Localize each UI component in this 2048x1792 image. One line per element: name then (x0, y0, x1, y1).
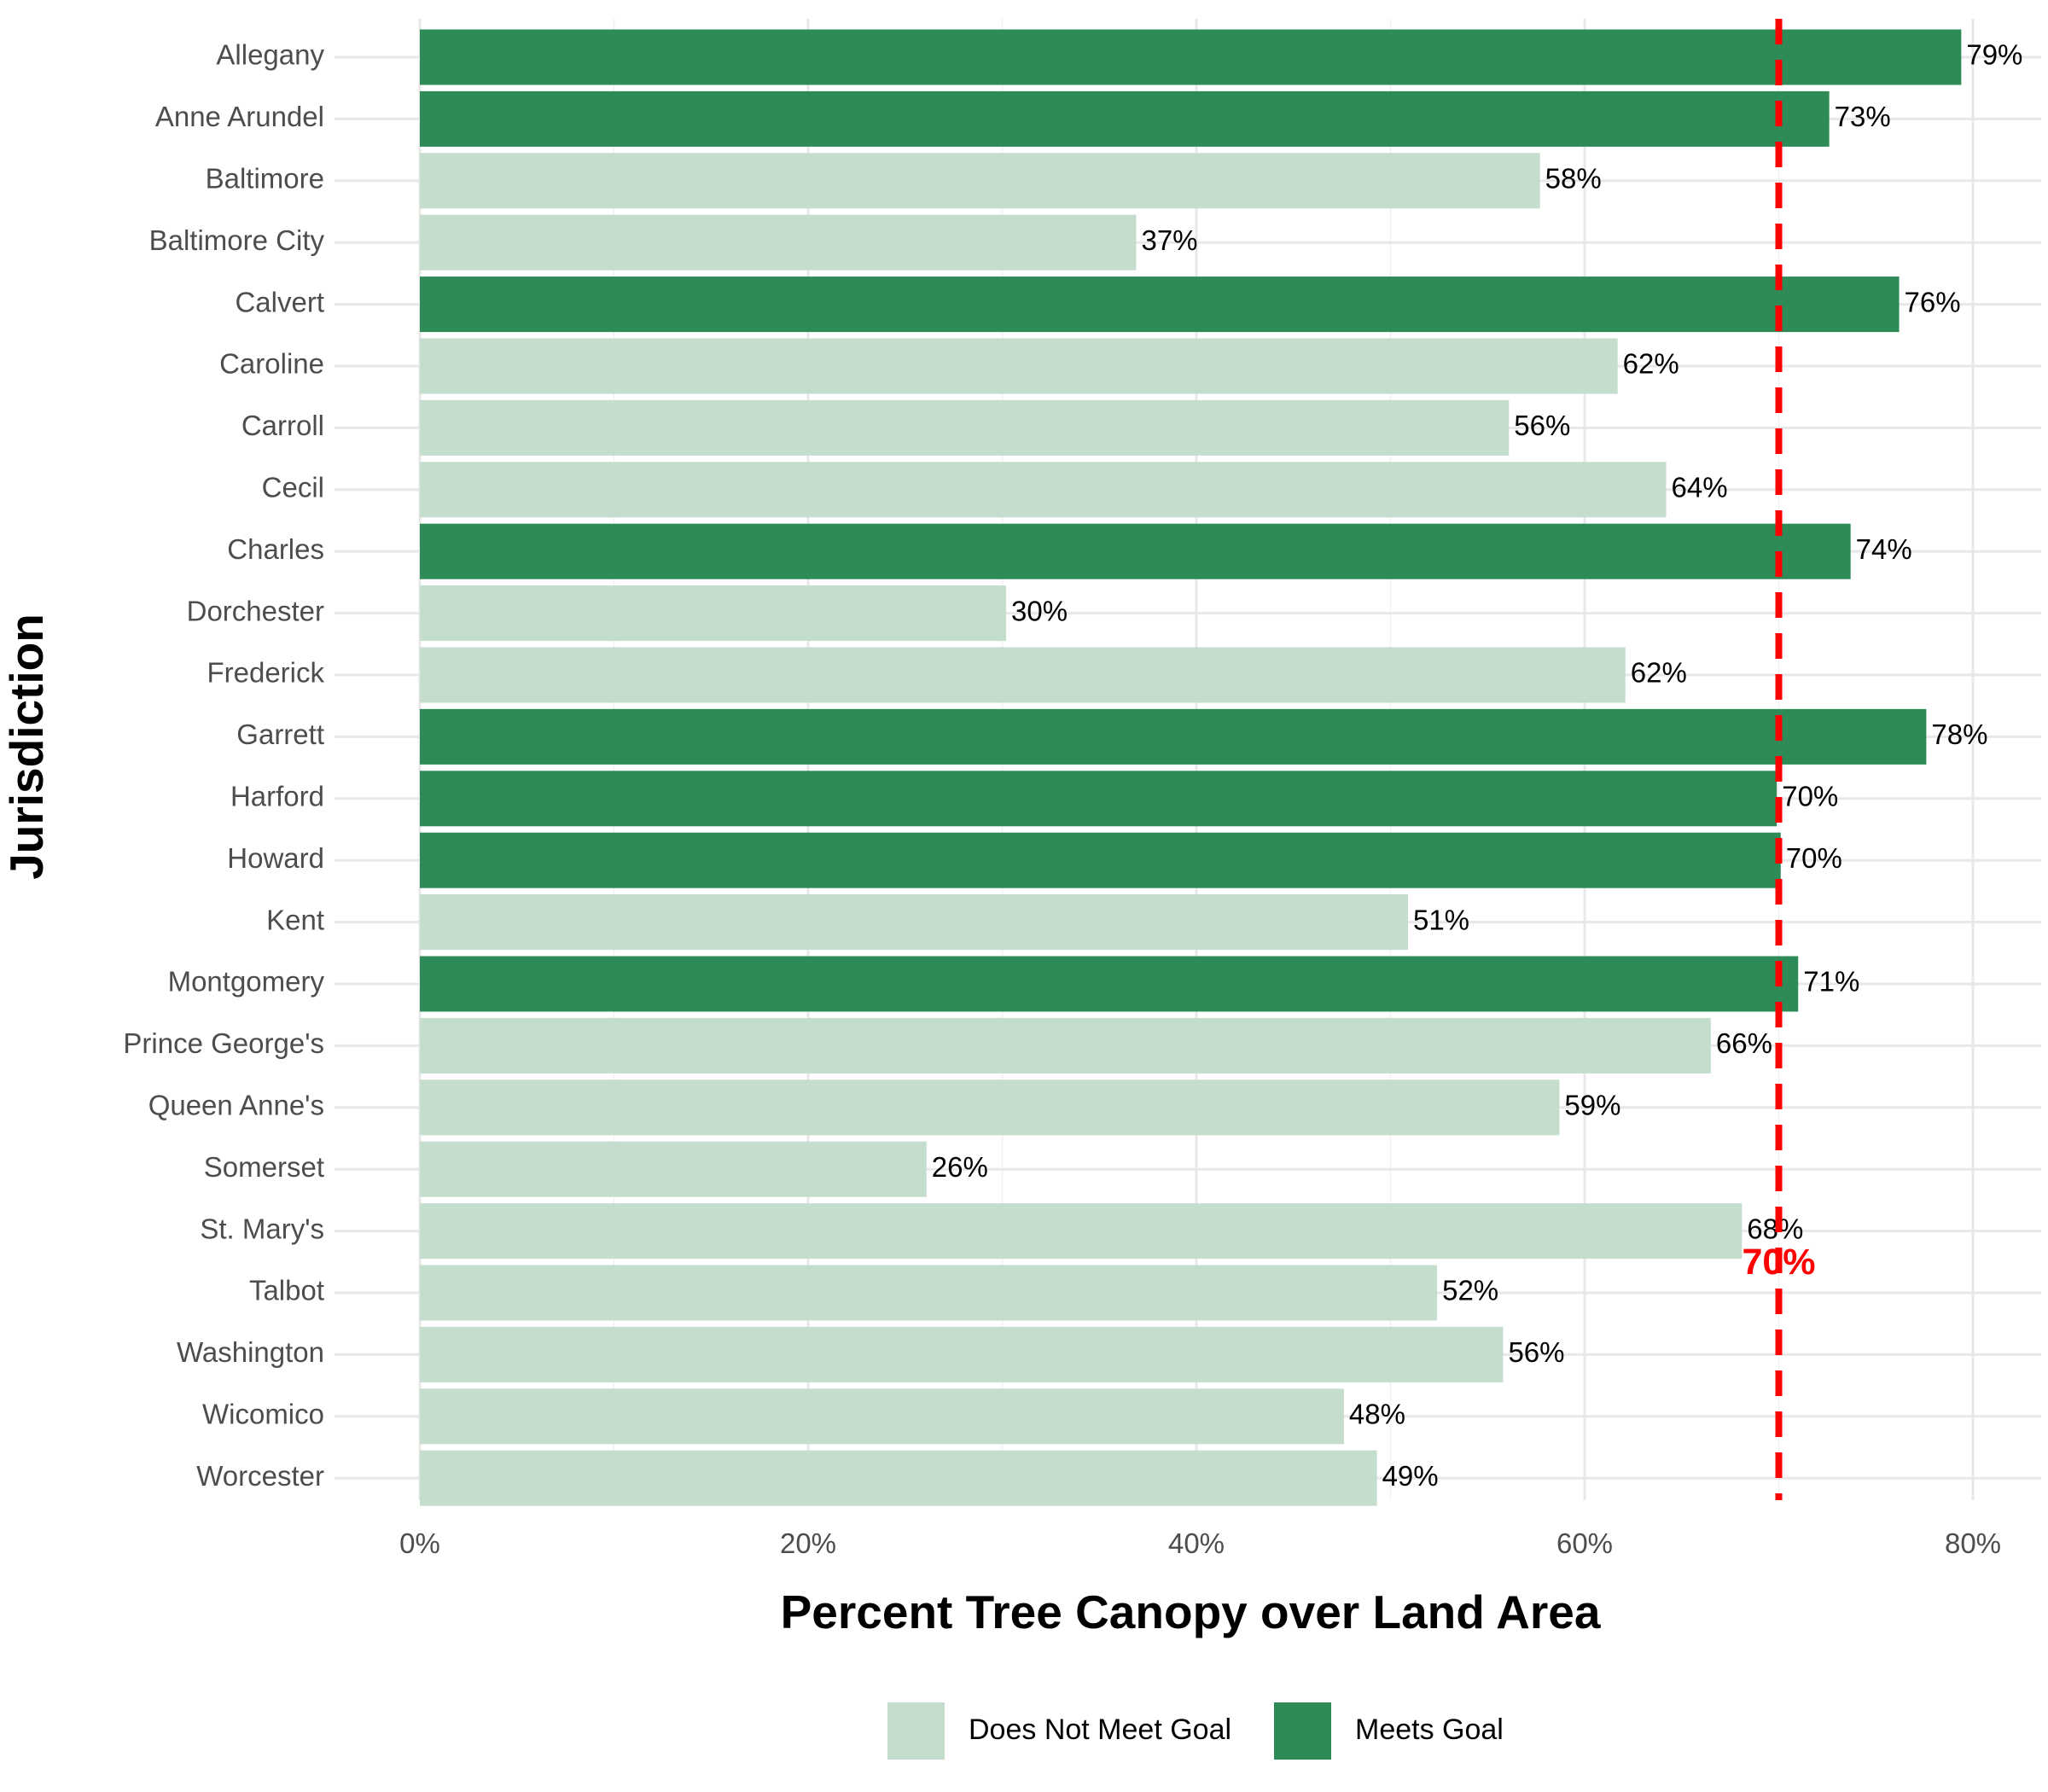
category-label: Cecil (262, 472, 324, 503)
category-label: Baltimore City (149, 224, 325, 256)
x-axis-title: Percent Tree Canopy over Land Area (781, 1585, 1601, 1638)
bar-prince-george-s (420, 1017, 1711, 1073)
category-labels: Allegany Anne Arundel Baltimore Baltimore C… (123, 39, 324, 1492)
legend: Does Not Meet Goal Meets Goal (887, 1702, 1504, 1760)
legend-swatch-meets-goal (1274, 1702, 1331, 1760)
category-label: Harford (230, 781, 324, 812)
value-label: 26% (932, 1151, 988, 1183)
bars-layer (420, 29, 1962, 1506)
category-label: Frederick (207, 657, 324, 689)
value-label: 37% (1141, 224, 1197, 256)
bar-kent (420, 894, 1408, 951)
category-label: Garrett (236, 719, 324, 750)
value-label: 70% (1782, 781, 1838, 812)
goal-label: 70% (1742, 1242, 1815, 1283)
bar-garrett (420, 708, 1927, 765)
value-label: 79% (1966, 39, 2022, 71)
bar-cecil (420, 462, 1667, 518)
value-label: 59% (1564, 1090, 1620, 1121)
value-label: 56% (1514, 410, 1570, 441)
y-axis-title: Jurisdiction (0, 614, 53, 880)
value-label: 62% (1631, 657, 1687, 689)
value-label: 48% (1349, 1399, 1405, 1430)
value-label: 66% (1716, 1027, 1772, 1059)
category-label: Montgomery (168, 966, 325, 998)
category-label: Wicomico (202, 1399, 324, 1430)
category-label: Prince George's (123, 1027, 324, 1059)
bar-washington (420, 1326, 1504, 1382)
category-label: Worcester (196, 1460, 324, 1492)
bar-frederick (420, 647, 1626, 703)
bar-st-mary-s (420, 1203, 1743, 1260)
x-tick-label: 0% (399, 1527, 440, 1559)
bar-howard (420, 832, 1781, 888)
bar-carroll (420, 399, 1510, 456)
value-label: 76% (1905, 286, 1961, 317)
bar-baltimore-city (420, 214, 1137, 271)
bar-caroline (420, 338, 1618, 394)
value-labels: 79% 73% 58% 37% 76% 62% 56% 64% 74% 30% 62% 78% 70% 7… (932, 39, 2023, 1492)
category-label: Dorchester (187, 595, 324, 626)
value-label: 78% (1931, 719, 1987, 750)
bar-harford (420, 771, 1777, 827)
bar-allegany (420, 29, 1962, 85)
value-label: 30% (1011, 595, 1068, 626)
bar-charles (420, 523, 1851, 579)
category-label: Allegany (216, 39, 324, 71)
legend-swatch-does-not-meet-goal (887, 1702, 945, 1760)
bar-anne-arundel (420, 90, 1830, 147)
goal-layer: 70% (1742, 19, 1816, 1500)
category-label: Howard (227, 842, 324, 874)
bar-dorchester (420, 585, 1007, 642)
x-tick-label: 80% (1945, 1527, 2001, 1559)
value-label: 51% (1413, 904, 1469, 935)
bar-somerset (420, 1141, 927, 1197)
category-label: Calvert (235, 286, 324, 317)
value-label: 62% (1623, 348, 1679, 380)
category-label: Queen Anne's (148, 1090, 324, 1121)
value-label: 58% (1545, 163, 1602, 195)
category-label: Baltimore (206, 163, 324, 195)
bar-talbot (420, 1265, 1438, 1321)
value-label: 70% (1786, 842, 1842, 874)
legend-label-meets-goal: Meets Goal (1355, 1713, 1504, 1746)
value-label: 68% (1747, 1213, 1803, 1244)
bar-queen-anne-s (420, 1079, 1560, 1136)
value-label: 52% (1442, 1275, 1498, 1306)
legend-label-does-not-meet-goal: Does Not Meet Goal (969, 1713, 1231, 1746)
category-label: Charles (227, 533, 324, 565)
value-label: 71% (1803, 966, 1859, 998)
category-label: Talbot (249, 1275, 324, 1306)
category-label: Caroline (219, 348, 324, 380)
value-label: 56% (1508, 1336, 1564, 1368)
category-label: Washington (177, 1336, 324, 1368)
value-label: 73% (1835, 101, 1891, 132)
value-label: 49% (1382, 1460, 1439, 1492)
x-tick-label: 60% (1556, 1527, 1613, 1559)
x-tick-labels: 0% 20% 40% 60% 80% (399, 1527, 2001, 1559)
x-tick-label: 40% (1168, 1527, 1225, 1559)
category-label: St. Mary's (200, 1213, 324, 1244)
category-label: Anne Arundel (155, 101, 324, 132)
value-label: 74% (1856, 533, 1912, 565)
bar-worcester (420, 1450, 1377, 1506)
category-label: Kent (266, 904, 324, 935)
bar-calvert (420, 276, 1900, 333)
category-label: Carroll (241, 410, 324, 441)
bar-montgomery (420, 956, 1799, 1012)
value-label: 64% (1672, 472, 1728, 503)
bar-baltimore (420, 153, 1540, 209)
x-tick-label: 20% (780, 1527, 836, 1559)
bar-wicomico (420, 1388, 1344, 1445)
category-label: Somerset (204, 1151, 324, 1183)
